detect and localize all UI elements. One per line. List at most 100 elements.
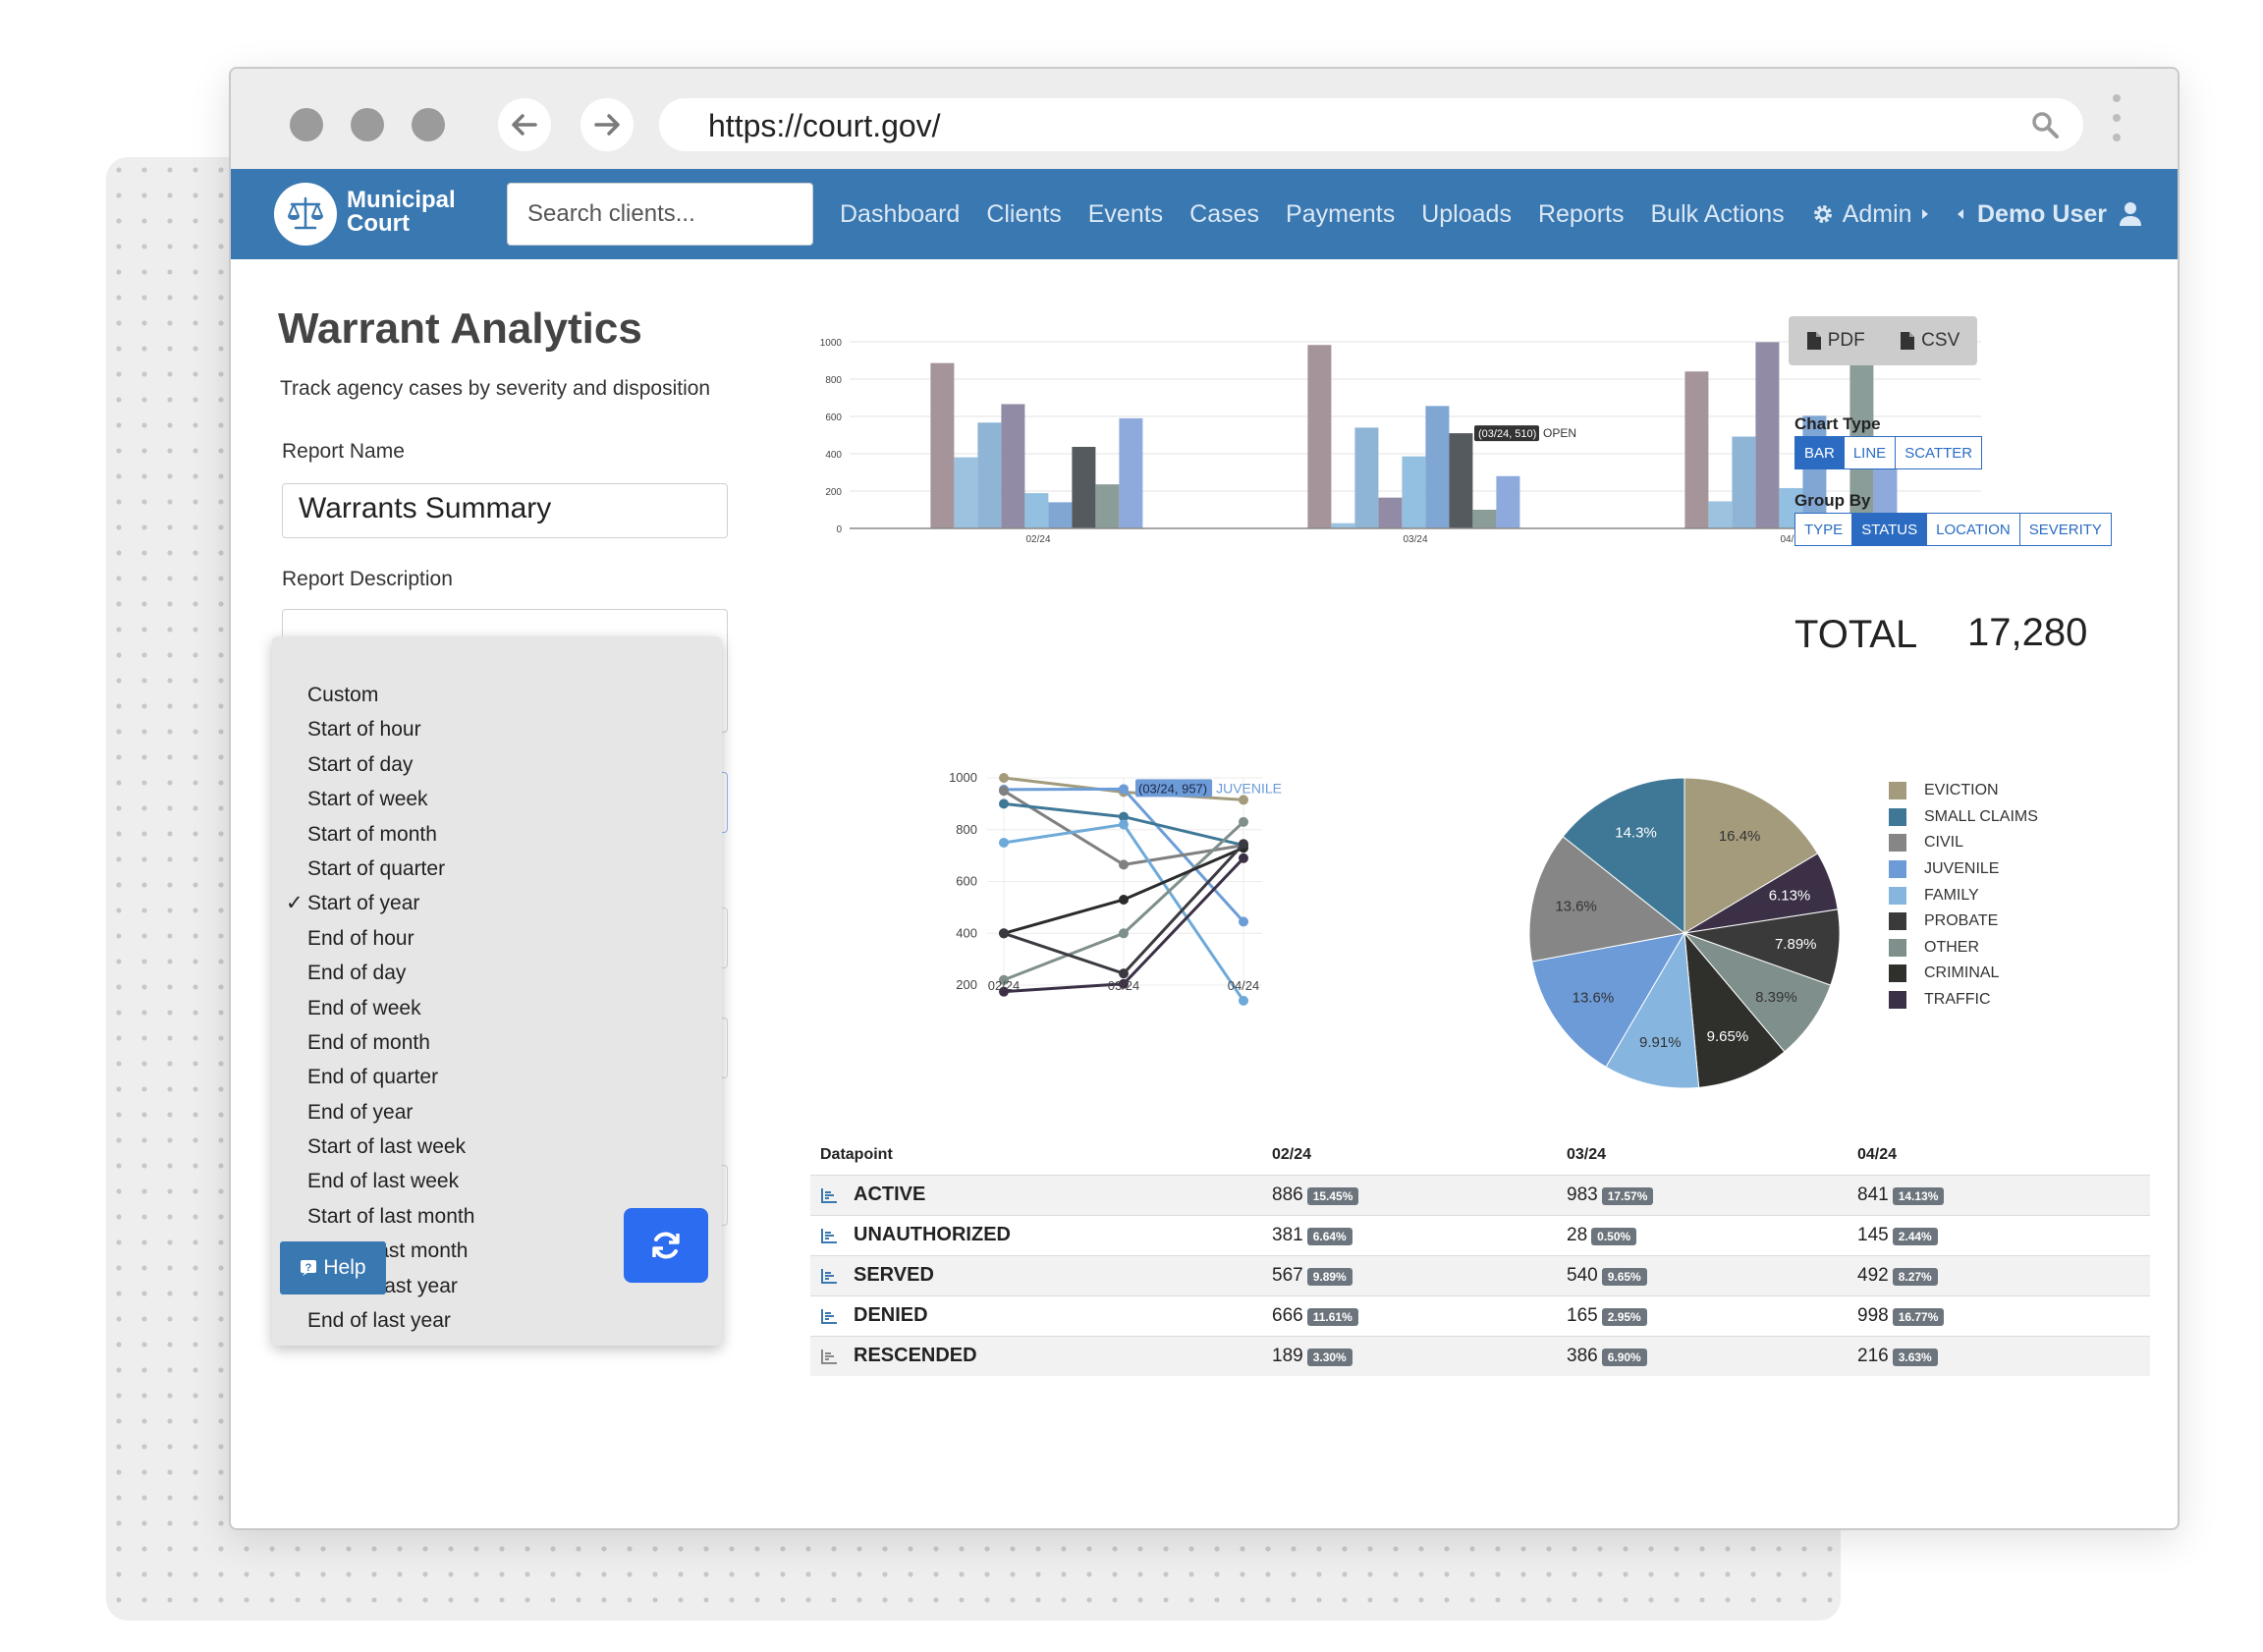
line-point [999,986,1009,997]
nav-link-events[interactable]: Events [1087,199,1164,228]
select-edge-4[interactable] [718,1165,728,1226]
dropdown-option[interactable]: End of day [272,956,722,990]
option-label: End of year [307,1100,414,1124]
address-bar[interactable]: https://court.gov/ [659,98,2083,151]
refresh-button[interactable] [624,1208,708,1283]
nav-link-reports[interactable]: Reports [1537,199,1625,228]
window-close-dot[interactable] [290,108,323,141]
column-header[interactable]: 03/24 [1567,1145,1607,1163]
chart-row-icon[interactable] [820,1268,838,1284]
line-y-tick-label: 400 [956,925,977,940]
column-header[interactable]: 02/24 [1272,1145,1312,1163]
dropdown-option[interactable]: Start of quarter [272,852,722,886]
table-row[interactable]: SERVED 567 9.89% 540 9.65% 492 8.27% [810,1254,2150,1295]
line-point [1119,811,1129,822]
legend-item[interactable]: EVICTION [1889,778,2038,804]
user-menu[interactable]: Demo User [1956,169,2142,259]
bar [1708,501,1733,528]
search-icon[interactable] [2030,110,2060,139]
back-button[interactable] [498,98,551,151]
chart-type-scatter[interactable]: SCATTER [1895,436,1983,469]
dropdown-option[interactable]: Start of last month [272,1199,722,1234]
line-chart-tooltip: (03/24, 957) JUVENILE [1135,779,1282,798]
scales-logo-icon[interactable] [274,183,337,246]
table-row[interactable]: ACTIVE 886 15.45% 983 17.57% 841 14.13% [810,1174,2150,1215]
dropdown-option[interactable]: Start of week [272,782,722,816]
dropdown-option-selected[interactable]: ✓ Start of year [272,886,722,920]
dropdown-option[interactable]: End of year [272,1095,722,1129]
help-label: Help [323,1256,366,1279]
dropdown-option[interactable]: Custom [272,678,722,712]
nav-link-dashboard[interactable]: Dashboard [840,199,961,228]
nav-link-payments[interactable]: Payments [1286,199,1396,228]
dropdown-option[interactable]: End of last year [272,1303,722,1338]
date-select-edge[interactable] [718,772,728,833]
table-cell: 492 8.27% [1848,1254,2150,1295]
dropdown-option[interactable]: Start of day [272,747,722,782]
dropdown-option[interactable]: Start of month [272,817,722,852]
dropdown-option[interactable]: End of hour [272,921,722,956]
dropdown-option[interactable]: End of last week [272,1164,722,1198]
table-row[interactable]: RESCENDED 189 3.30% 386 6.90% 216 3.63% [810,1335,2150,1376]
legend-item[interactable]: CRIMINAL [1889,961,2038,987]
dropdown-option[interactable]: End of week [272,991,722,1025]
option-label: Start of last month [307,1204,475,1228]
brand-name[interactable]: Municipal Court [347,189,456,236]
nav-link-clients[interactable]: Clients [986,199,1062,228]
report-name-input[interactable]: Warrants Summary [282,483,728,538]
group-by-type[interactable]: TYPE [1794,513,1853,546]
bar [1402,456,1426,528]
legend-item[interactable]: CIVIL [1889,830,2038,856]
window-maximize-dot[interactable] [412,108,445,141]
dropdown-option[interactable]: End of month [272,1025,722,1060]
chart-row-icon[interactable] [820,1308,838,1324]
browser-menu-icon[interactable] [2113,94,2121,153]
csv-export-button[interactable]: CSV [1900,330,1959,352]
search-clients-input[interactable] [507,183,813,246]
forward-button[interactable] [580,98,634,151]
caret-left-icon [1958,209,1963,219]
nav-link-bulk-actions[interactable]: Bulk Actions [1650,199,1785,228]
dropdown-option[interactable]: End of quarter [272,1060,722,1094]
window-minimize-dot[interactable] [351,108,384,141]
row-name: ACTIVE [854,1184,926,1205]
pie-legend: EVICTION SMALL CLAIMS CIVIL JUVENILE FAM… [1889,778,2038,1013]
legend-item[interactable]: FAMILY [1889,882,2038,909]
help-button[interactable]: ? Help [280,1241,386,1294]
table-cell: 666 11.61% [1262,1294,1557,1336]
table-row[interactable]: UNAUTHORIZED 381 6.64% 28 0.50% 145 2.44% [810,1214,2150,1255]
brand-line-2: Court [347,210,410,237]
dropdown-option[interactable]: Start of last week [272,1129,722,1164]
chart-row-icon[interactable] [820,1228,838,1243]
percent-badge: 9.89% [1306,1267,1352,1286]
group-by-severity[interactable]: SEVERITY [2018,513,2112,546]
column-header[interactable]: Datapoint [820,1145,893,1163]
group-by-status[interactable]: STATUS [1851,513,1928,546]
table-row[interactable]: DENIED 666 11.61% 165 2.95% 998 16.77% [810,1294,2150,1336]
legend-item[interactable]: PROBATE [1889,909,2038,935]
legend-label: TRAFFIC [1924,991,1991,1009]
chart-row-icon[interactable] [820,1349,838,1364]
bar [930,362,955,528]
legend-item[interactable]: JUVENILE [1889,856,2038,883]
legend-item[interactable]: OTHER [1889,935,2038,962]
select-edge-2[interactable] [718,908,728,968]
dropdown-option[interactable]: Start of hour [272,712,722,746]
legend-item[interactable]: TRAFFIC [1889,987,2038,1014]
input-edge-3[interactable] [718,1018,728,1078]
line-point [1239,839,1248,850]
legend-item[interactable]: SMALL CLAIMS [1889,804,2038,831]
pdf-export-button[interactable]: PDF [1806,330,1865,352]
table-cell: 886 15.45% [1262,1174,1557,1215]
bar-tooltip-text: (03/24, 510) [1478,428,1536,440]
nav-link-uploads[interactable]: Uploads [1421,199,1512,228]
chart-type-bar[interactable]: BAR [1794,436,1845,469]
chart-type-line[interactable]: LINE [1843,436,1897,469]
bar-tooltip-label: OPEN [1543,426,1576,440]
nav-link-cases[interactable]: Cases [1189,199,1260,228]
group-by-location[interactable]: LOCATION [1926,513,2020,546]
line-point [1239,816,1248,827]
chart-row-icon[interactable] [820,1187,838,1203]
column-header[interactable]: 04/24 [1857,1145,1898,1163]
admin-menu[interactable]: Admin [1811,200,1930,229]
